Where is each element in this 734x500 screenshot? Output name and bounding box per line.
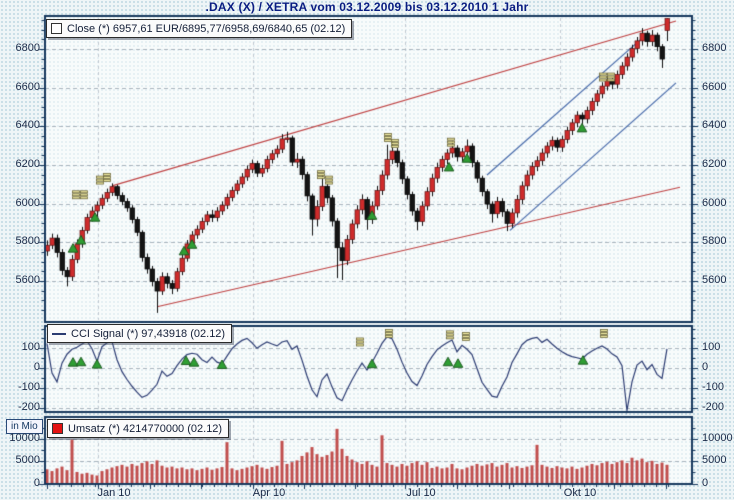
- volume-legend[interactable]: Umsatz (*) 4214770000 (02.12): [47, 419, 230, 438]
- cci-legend[interactable]: CCI Signal (*) 97,43918 (02.12): [47, 324, 233, 343]
- volume-swatch-icon: [52, 423, 63, 434]
- price-legend[interactable]: Close (*) 6957,61 EUR/6895,77/6958,69/68…: [46, 19, 353, 38]
- volume-legend-label: Umsatz (*) 4214770000 (02.12): [68, 422, 223, 435]
- volume-unit-label: in Mio: [6, 419, 43, 434]
- price-legend-label: Close (*) 6957,61 EUR/6895,77/6958,69/68…: [67, 22, 346, 35]
- cci-line-icon: [52, 332, 66, 335]
- cci-legend-label: CCI Signal (*) 97,43918 (02.12): [71, 327, 226, 340]
- close-checkbox-icon[interactable]: [51, 23, 62, 34]
